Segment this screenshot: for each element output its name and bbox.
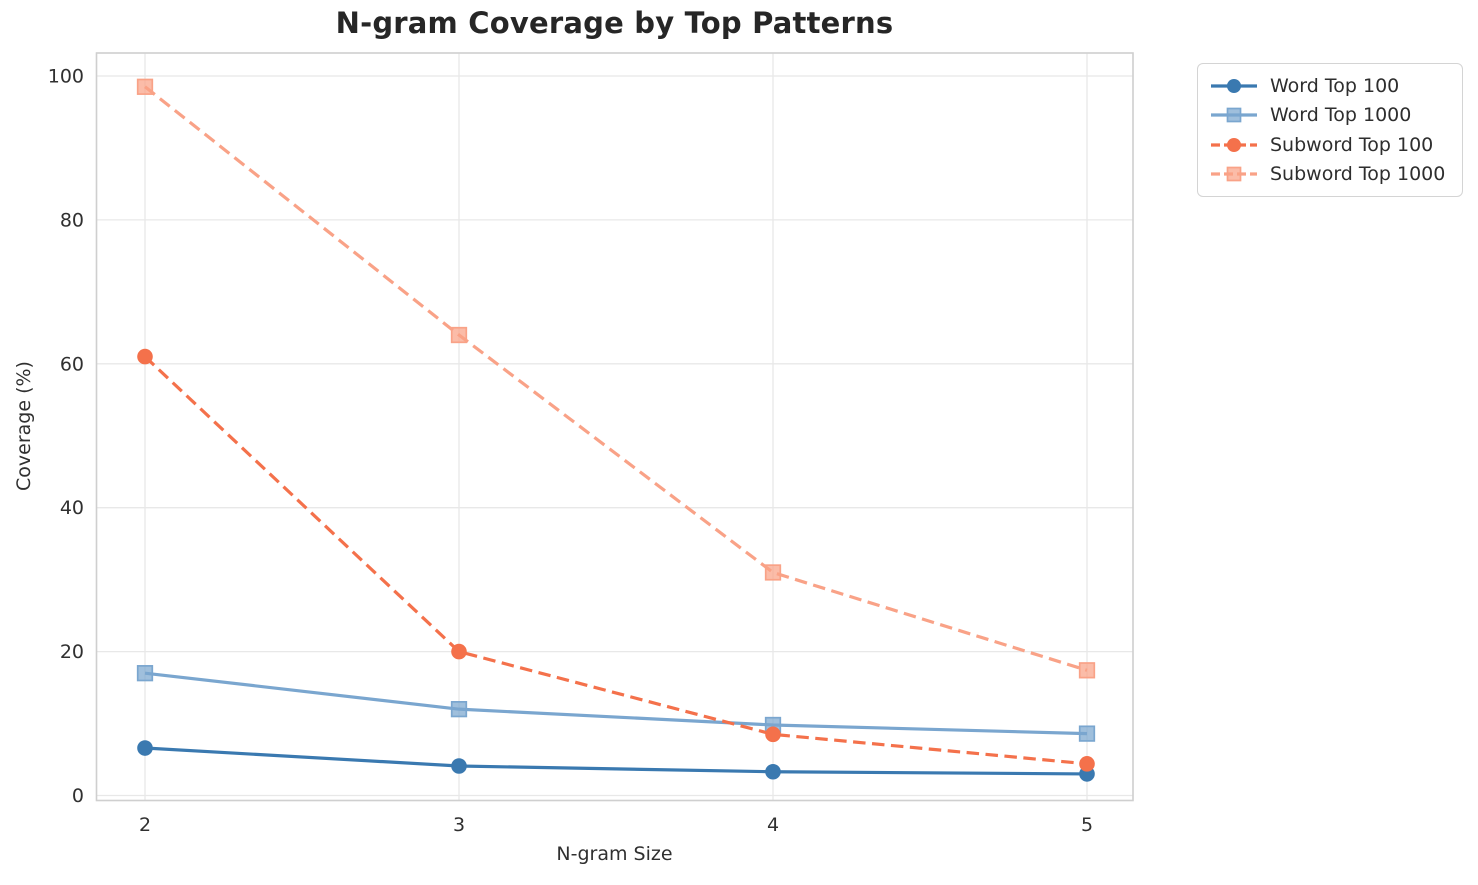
series-line-subword-top-100 [143,355,1088,766]
data-point-word-top-100 [137,740,153,756]
legend-item-word-top-1000: Word Top 1000 [1211,101,1449,131]
plot-frame [95,52,1134,802]
legend-item-word-top-100: Word Top 100 [1211,71,1449,101]
y-axis-label: Coverage (%) [13,361,35,491]
data-point-subword-top-100 [137,348,153,365]
data-point-subword-top-100 [1079,756,1095,772]
data-point-word-top-100 [451,758,467,774]
y-tick-label: 80 [60,209,84,231]
x-tick-label: 5 [1081,814,1093,836]
y-tick-label: 100 [48,65,84,87]
data-point-word-top-1000 [1078,725,1096,742]
data-point-word-top-100 [765,763,781,780]
data-point-subword-top-1000 [136,78,154,95]
data-point-word-top-1000 [136,665,154,682]
data-point-subword-top-100 [765,726,781,743]
chart-title: N-gram Coverage by Top Patterns [335,6,894,40]
series-line-word-top-1000 [144,671,1088,736]
y-tick-label: 20 [60,641,84,663]
legend-swatch-square-icon [1211,166,1257,182]
legend-item-subword-top-1000: Subword Top 1000 [1211,160,1449,190]
legend-item-label: Subword Top 100 [1270,133,1434,156]
legend-item-label: Word Top 100 [1270,74,1400,97]
x-tick-label: 4 [767,814,779,836]
legend: Word Top 100 Word Top 1000 Subword Top 100… [1197,63,1463,197]
legend-swatch-circle-icon [1211,137,1257,152]
legend-item-label: Word Top 1000 [1270,104,1412,127]
x-axis-label: N-gram Size [556,843,673,865]
data-point-subword-top-100 [451,643,467,660]
legend-item-label: Subword Top 1000 [1270,163,1446,186]
data-point-word-top-1000 [450,701,468,718]
legend-swatch-circle-icon [1211,78,1257,93]
x-tick-label: 2 [139,814,151,836]
y-tick-label: 40 [60,497,84,519]
data-point-subword-top-1000 [450,326,468,344]
y-tick-label: 0 [72,785,84,807]
legend-swatch-square-icon [1211,107,1257,123]
legend-item-subword-top-100: Subword Top 100 [1211,130,1449,160]
data-point-subword-top-1000 [1078,662,1096,679]
y-tick-label: 60 [60,353,84,375]
series-line-subword-top-1000 [144,85,1088,672]
x-tick-label: 3 [453,814,465,836]
series-line-word-top-100 [144,746,1088,776]
data-point-subword-top-1000 [764,564,782,581]
